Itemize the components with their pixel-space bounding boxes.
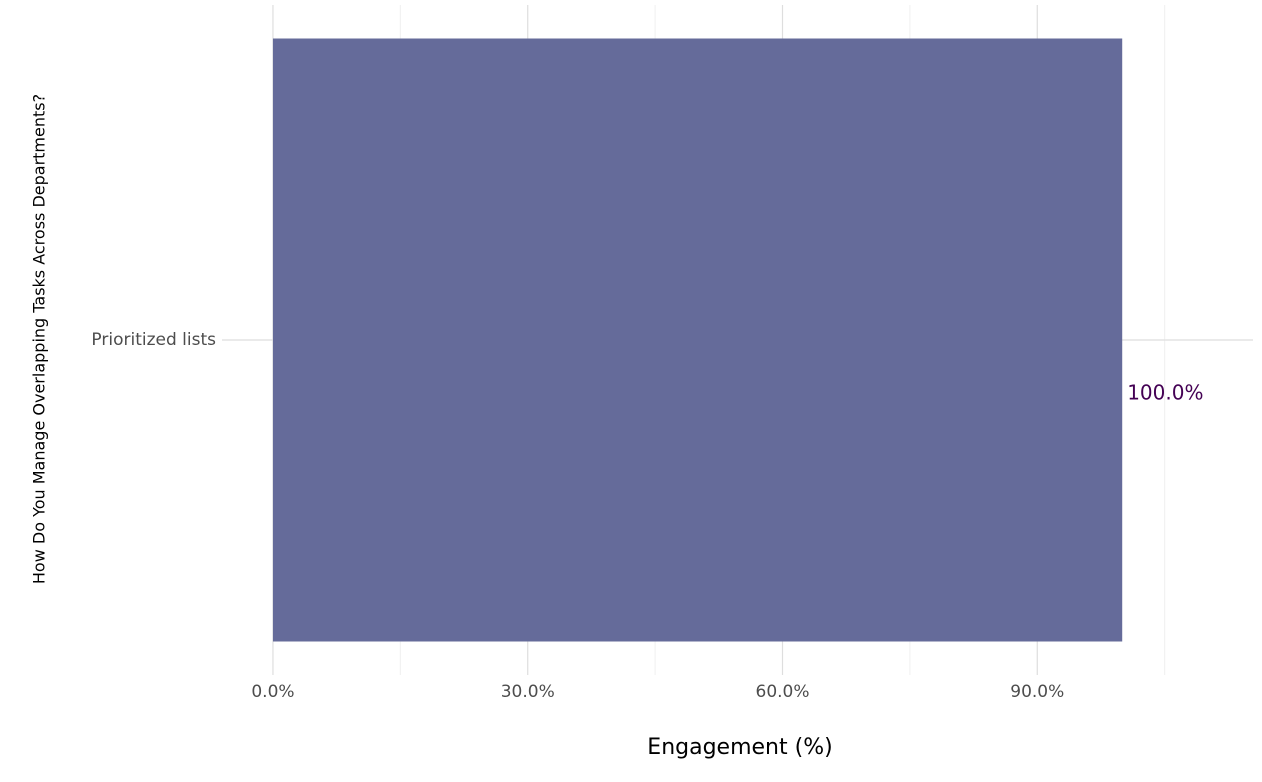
x-axis-title: Engagement (%) [647, 735, 832, 760]
y-axis-title: How Do You Manage Overlapping Tasks Acro… [30, 94, 49, 584]
bar [272, 38, 1123, 642]
y-tick-label: Prioritized lists [91, 330, 216, 350]
x-tick-label: 30.0% [501, 682, 555, 702]
value-label: 100.0% [1127, 381, 1203, 405]
x-tick-label: 60.0% [756, 682, 810, 702]
x-tick-label: 0.0% [251, 682, 294, 702]
x-tick-label: 90.0% [1010, 682, 1064, 702]
